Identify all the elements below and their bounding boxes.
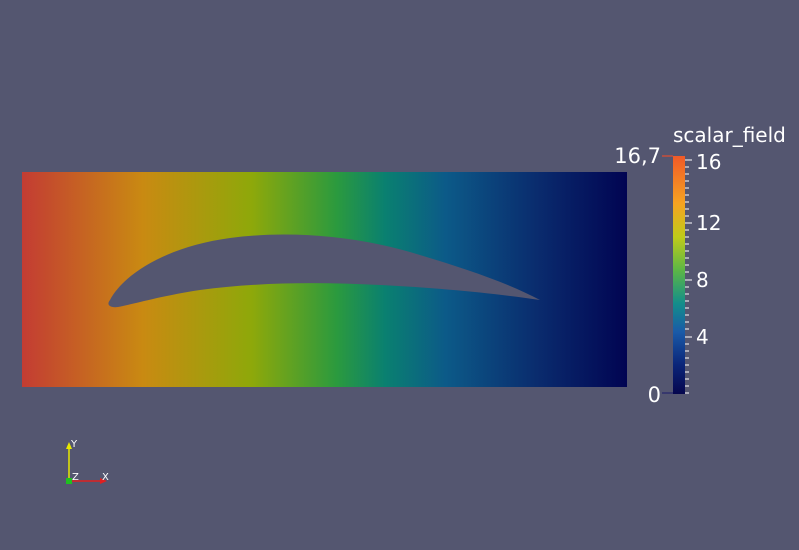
- colorbar-ticks: [685, 159, 692, 394]
- colorbar-tick-label: 12: [696, 211, 722, 235]
- orientation-axes-icon: [66, 442, 107, 484]
- y-axis-label: Y: [71, 439, 78, 450]
- z-axis-marker: [66, 478, 72, 484]
- x-axis-label: X: [102, 472, 109, 483]
- x-axis-arrow: [100, 478, 107, 484]
- colorbar-title: scalar_field: [673, 123, 786, 147]
- colorbar-gradient: [673, 156, 685, 394]
- colorbar-tick-label: 16: [696, 150, 722, 174]
- colorbar-tick-label: 8: [696, 268, 709, 292]
- colorbar-max-label: 16,7: [614, 144, 661, 168]
- colorbar-tick-label: 4: [696, 325, 709, 349]
- y-axis-arrow: [66, 442, 72, 449]
- airfoil-shape: [108, 234, 540, 308]
- z-axis-label: Z: [72, 472, 79, 483]
- colorbar-min-label: 0: [647, 383, 661, 407]
